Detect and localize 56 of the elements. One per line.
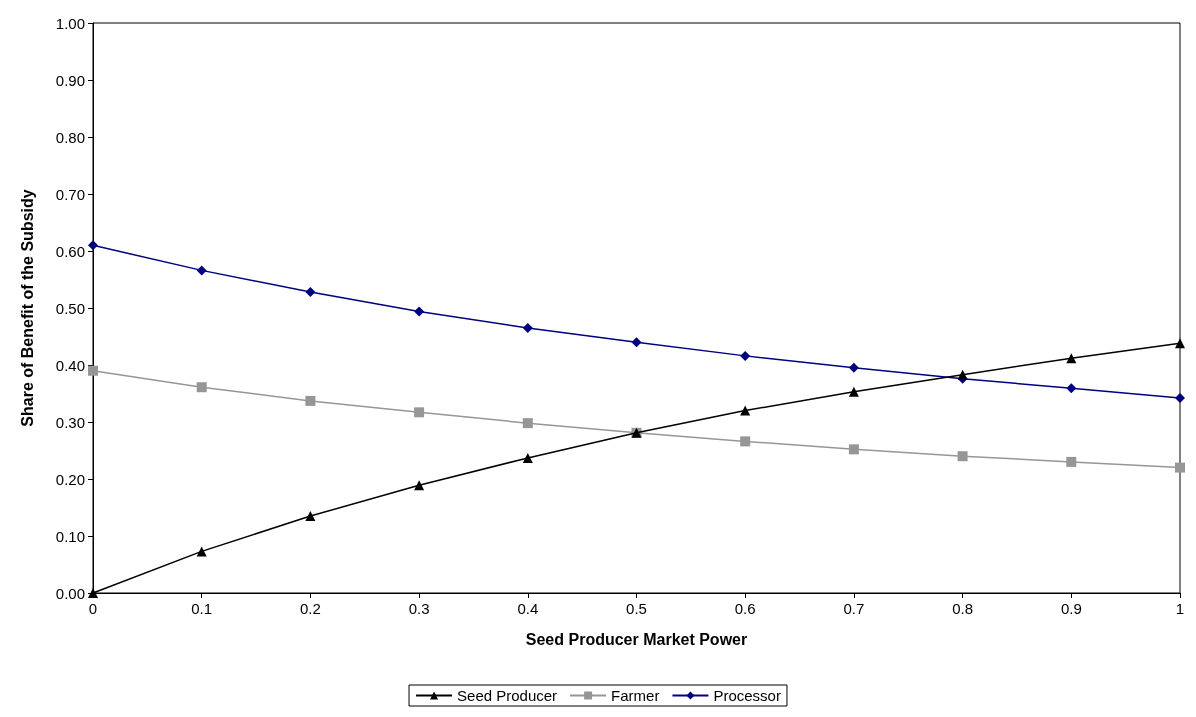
point xyxy=(522,322,533,333)
legend-label: Processor xyxy=(713,687,781,704)
y-tick-label: 0.10 xyxy=(55,527,85,545)
point xyxy=(522,452,533,463)
point xyxy=(414,480,425,491)
point xyxy=(631,337,642,348)
x-tick-label: 0.7 xyxy=(843,600,865,617)
point xyxy=(414,407,425,418)
x-tick-label: 0.9 xyxy=(1060,600,1082,617)
y-tick-label: 0.50 xyxy=(55,299,85,317)
point xyxy=(740,405,751,416)
point xyxy=(1066,456,1077,467)
y-tick-label: 0.80 xyxy=(55,128,85,146)
point xyxy=(305,395,316,406)
legend-label: Seed Producer xyxy=(457,687,558,704)
point xyxy=(196,546,207,557)
point xyxy=(305,287,316,298)
x-tick-label: 0 xyxy=(88,600,98,617)
y-tick-label: 0.40 xyxy=(55,356,85,374)
point xyxy=(305,511,316,522)
point xyxy=(957,451,968,462)
x-tick-label: 0.2 xyxy=(299,600,321,617)
y-axis-title: Share of Benefit of the Subsidy xyxy=(18,189,36,427)
point xyxy=(1175,462,1185,473)
y-tick-label: 1.00 xyxy=(55,14,85,32)
point xyxy=(88,365,98,376)
point xyxy=(848,386,859,397)
point xyxy=(88,240,98,251)
y-tick-label: 0.30 xyxy=(55,413,85,431)
point xyxy=(740,350,751,361)
y-tick-label: 0.70 xyxy=(55,185,85,203)
x-tick-label: 0.5 xyxy=(626,600,647,617)
point xyxy=(848,362,859,373)
point xyxy=(414,306,425,317)
x-axis-title: Seed Producer Market Power xyxy=(525,630,748,648)
point xyxy=(1066,383,1077,394)
y-tick-label: 0.90 xyxy=(55,71,85,89)
x-tick-label: 0.6 xyxy=(734,600,756,617)
x-tick-label: 0.4 xyxy=(517,600,539,617)
point xyxy=(1175,393,1185,404)
y-tick-label: 0.20 xyxy=(55,470,85,488)
y-tick-label: 0.60 xyxy=(55,242,85,260)
point xyxy=(848,444,859,455)
point xyxy=(196,265,207,276)
point xyxy=(1175,338,1185,349)
x-tick-label: 1 xyxy=(1175,600,1185,617)
x-tick-label: 0.1 xyxy=(191,600,213,617)
point xyxy=(1066,353,1077,364)
y-tick-label: 0.00 xyxy=(55,584,85,602)
point xyxy=(522,418,533,429)
x-tick-label: 0.3 xyxy=(408,600,430,617)
point xyxy=(957,369,968,380)
x-tick-label: 0.8 xyxy=(952,600,974,617)
point xyxy=(740,436,751,447)
point xyxy=(196,382,207,393)
legend-label: Farmer xyxy=(611,687,660,704)
